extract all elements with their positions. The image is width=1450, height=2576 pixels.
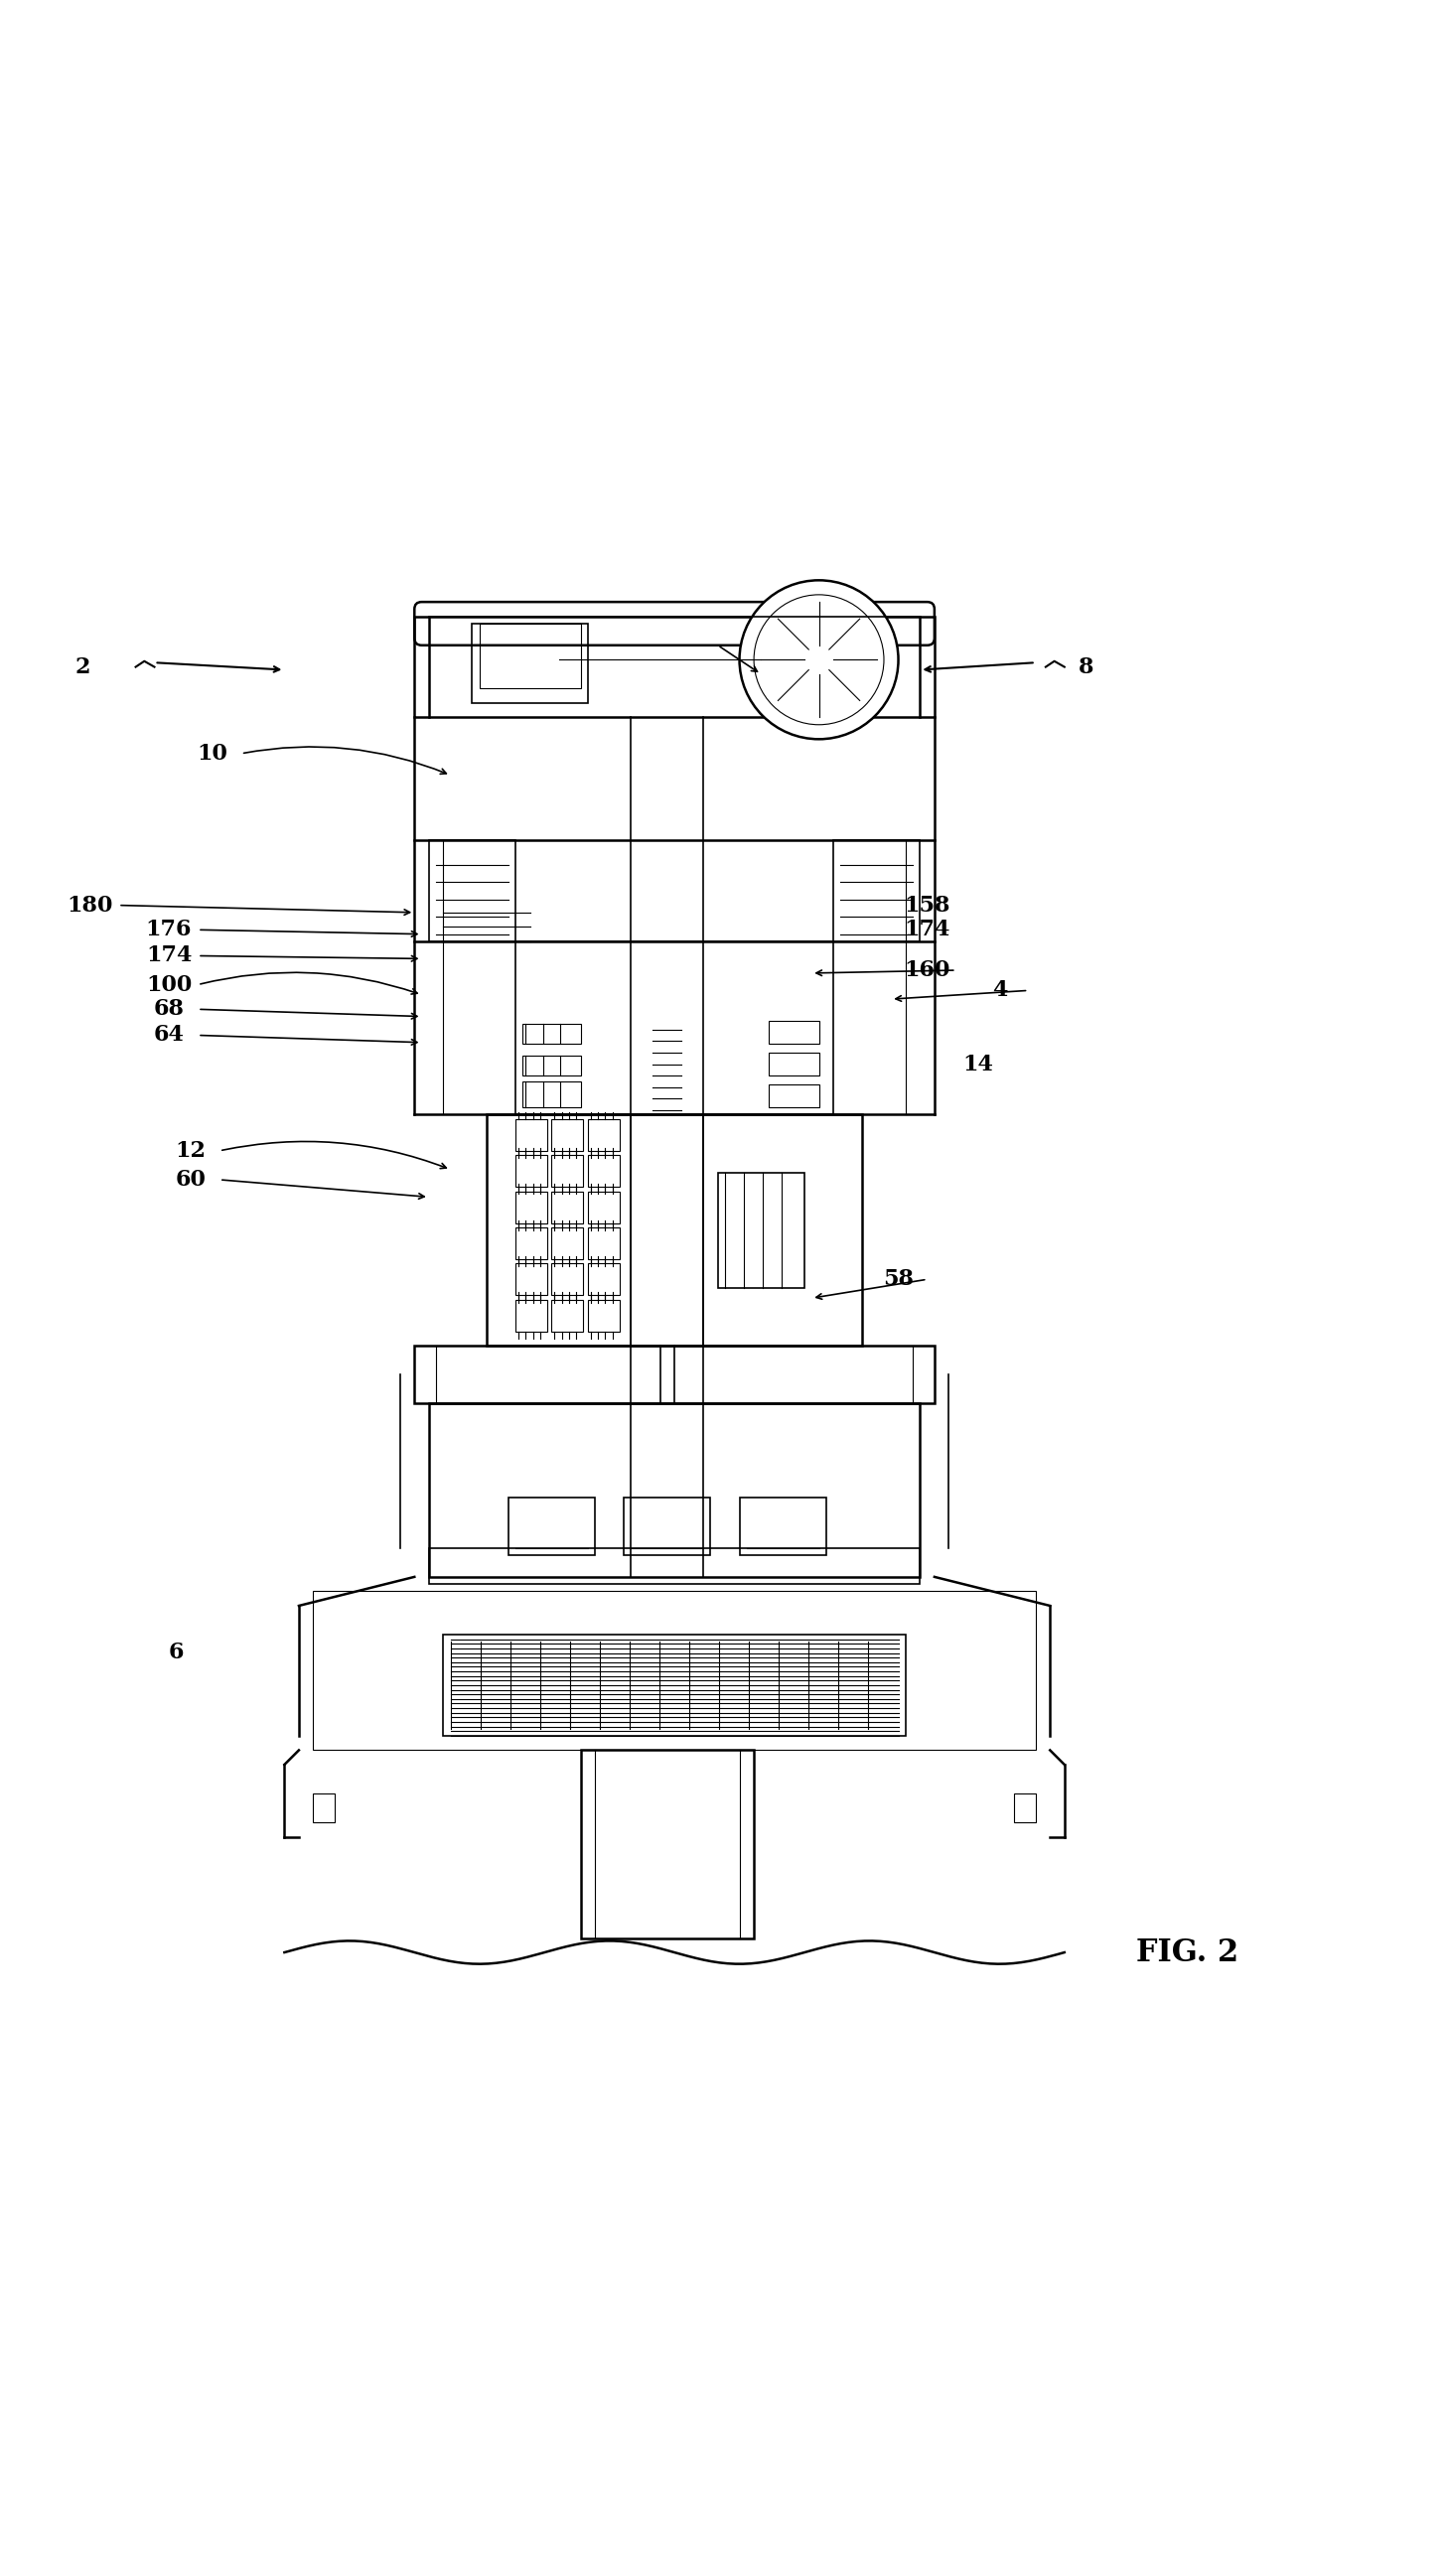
Bar <box>587 1226 619 1260</box>
Text: 4: 4 <box>992 979 1008 1002</box>
Text: 8: 8 <box>1079 657 1093 677</box>
Bar <box>587 1118 619 1151</box>
Bar <box>516 1118 547 1151</box>
Bar <box>429 840 516 940</box>
Bar <box>487 1115 863 1345</box>
Bar <box>444 1636 906 1736</box>
Bar <box>480 623 580 688</box>
Bar <box>415 616 934 719</box>
Bar <box>523 1023 580 1043</box>
Bar <box>740 1497 826 1556</box>
Bar <box>551 1262 583 1296</box>
Text: 58: 58 <box>883 1267 914 1291</box>
Text: 10: 10 <box>197 742 228 765</box>
Text: 60: 60 <box>175 1170 206 1190</box>
Bar <box>551 1226 583 1260</box>
Text: 100: 100 <box>146 974 191 994</box>
Bar <box>1014 1793 1035 1821</box>
Bar <box>551 1118 583 1151</box>
Circle shape <box>740 580 899 739</box>
Text: 160: 160 <box>905 958 950 981</box>
Text: 158: 158 <box>905 894 950 917</box>
Bar <box>523 1082 580 1108</box>
Bar <box>516 1298 547 1332</box>
Bar <box>580 1749 754 1937</box>
Bar <box>718 1172 805 1288</box>
Bar <box>551 1154 583 1188</box>
Bar <box>313 1592 1035 1749</box>
Bar <box>768 1084 819 1108</box>
Text: 6: 6 <box>168 1641 184 1664</box>
Circle shape <box>754 595 884 724</box>
Bar <box>473 623 587 703</box>
Bar <box>623 1497 710 1556</box>
Bar <box>415 1345 934 1404</box>
Bar <box>768 1054 819 1077</box>
FancyBboxPatch shape <box>415 603 934 644</box>
Bar <box>516 940 834 1115</box>
Bar <box>587 1298 619 1332</box>
Bar <box>516 1262 547 1296</box>
Bar <box>429 1404 919 1577</box>
Text: 14: 14 <box>963 1054 993 1074</box>
Text: 176: 176 <box>146 920 191 940</box>
Bar <box>509 1497 594 1556</box>
Text: 174: 174 <box>905 920 950 940</box>
Bar <box>551 1190 583 1224</box>
Bar <box>587 1154 619 1188</box>
Bar <box>516 1154 547 1188</box>
Bar <box>551 1298 583 1332</box>
Text: 2: 2 <box>74 657 90 677</box>
Bar <box>516 1190 547 1224</box>
Bar <box>523 1056 580 1077</box>
Text: 64: 64 <box>154 1025 184 1046</box>
Bar <box>834 840 919 940</box>
Bar <box>587 1190 619 1224</box>
Text: 12: 12 <box>175 1139 206 1162</box>
Text: 174: 174 <box>146 945 191 966</box>
Bar <box>768 1020 819 1043</box>
Bar <box>516 1226 547 1260</box>
Bar <box>587 1262 619 1296</box>
Text: 180: 180 <box>67 894 113 917</box>
Bar <box>429 1548 919 1584</box>
Bar <box>313 1793 335 1821</box>
Text: FIG. 2: FIG. 2 <box>1135 1937 1238 1968</box>
Text: 68: 68 <box>154 999 184 1020</box>
